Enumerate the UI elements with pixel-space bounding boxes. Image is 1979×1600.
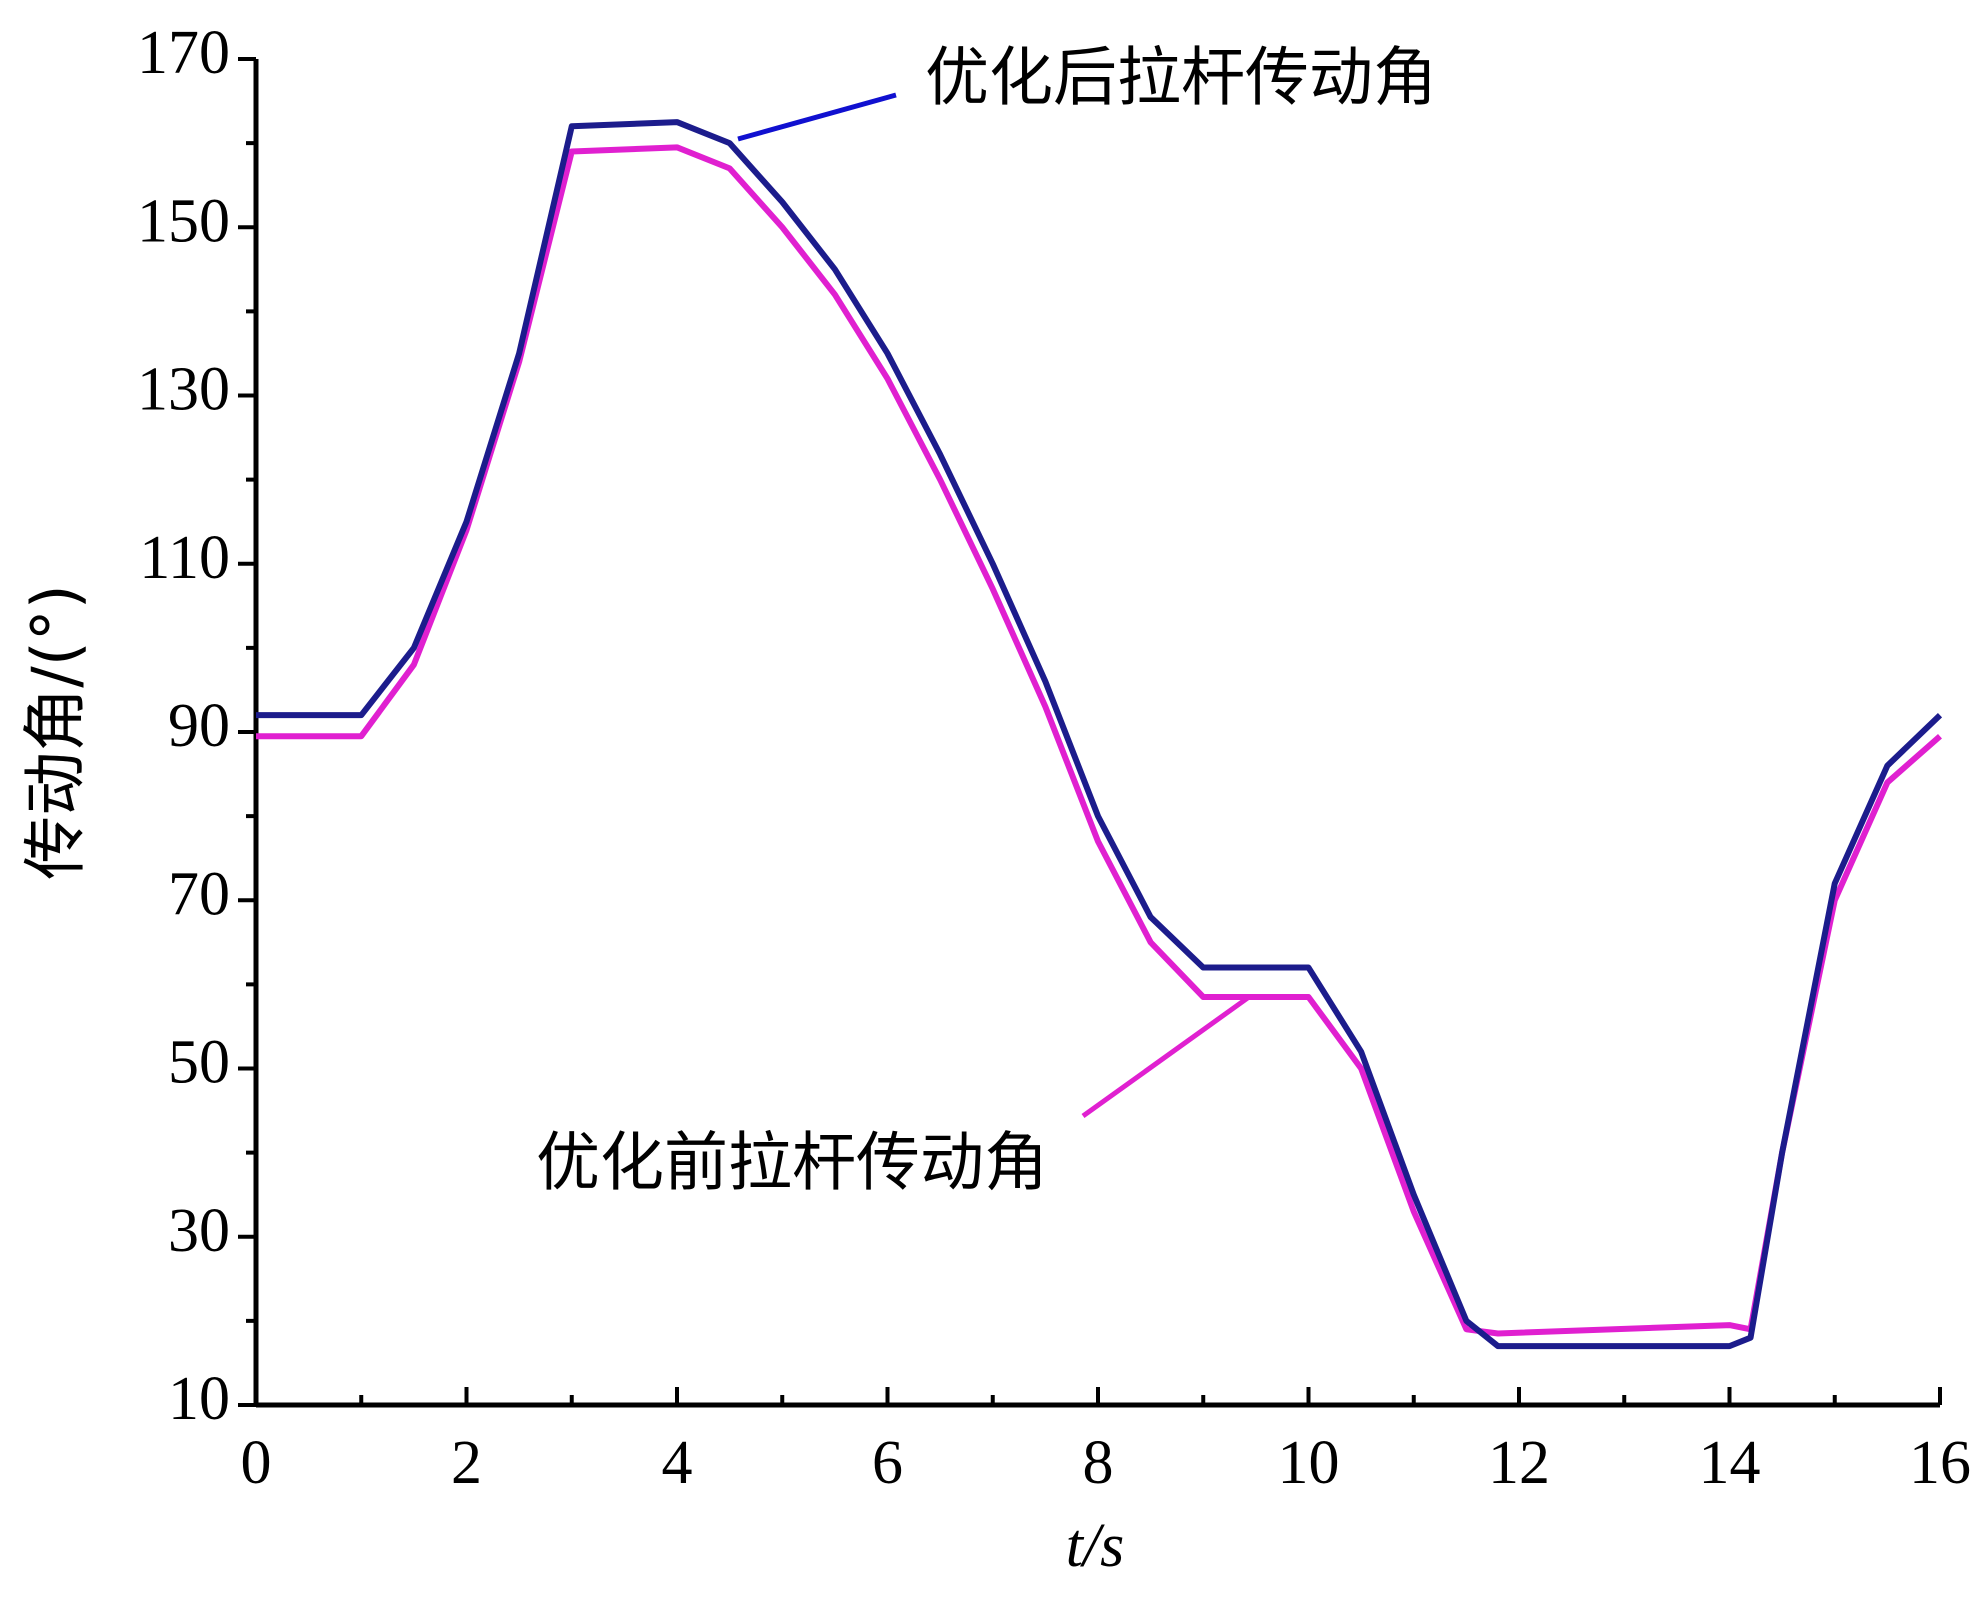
y-axis-label: 传动角/(°) <box>20 584 94 880</box>
annotation-leader <box>737 92 897 142</box>
x-tick-label: 4 <box>662 1429 693 1497</box>
y-tick-label: 30 <box>168 1197 230 1265</box>
x-axis-label: t/s <box>1066 1512 1125 1580</box>
series-line <box>256 119 1943 1350</box>
x-tick-label: 14 <box>1699 1429 1761 1497</box>
y-tick-label: 90 <box>168 692 230 760</box>
x-tick-label: 6 <box>872 1429 903 1497</box>
y-tick-label: 50 <box>168 1029 230 1097</box>
y-tick-label: 10 <box>168 1365 230 1433</box>
annotation: 优化后拉杆传动角 <box>925 42 1437 116</box>
series-line <box>256 144 1942 1337</box>
y-tick-label: 150 <box>137 187 230 255</box>
x-tick-label: 16 <box>1909 1429 1971 1497</box>
y-tick-label: 70 <box>168 860 230 928</box>
y-tick-label: 170 <box>137 19 230 87</box>
x-tick-label: 12 <box>1488 1429 1550 1497</box>
x-tick-label: 2 <box>451 1429 482 1497</box>
x-tick-label: 10 <box>1278 1429 1340 1497</box>
annotation: 优化前拉杆传动角 <box>536 1127 1048 1201</box>
annotation-leader <box>1081 994 1251 1119</box>
y-tick-label: 130 <box>137 356 230 424</box>
y-tick-label: 110 <box>139 524 230 592</box>
x-tick-label: 8 <box>1083 1429 1114 1497</box>
x-tick-label: 0 <box>241 1429 272 1497</box>
